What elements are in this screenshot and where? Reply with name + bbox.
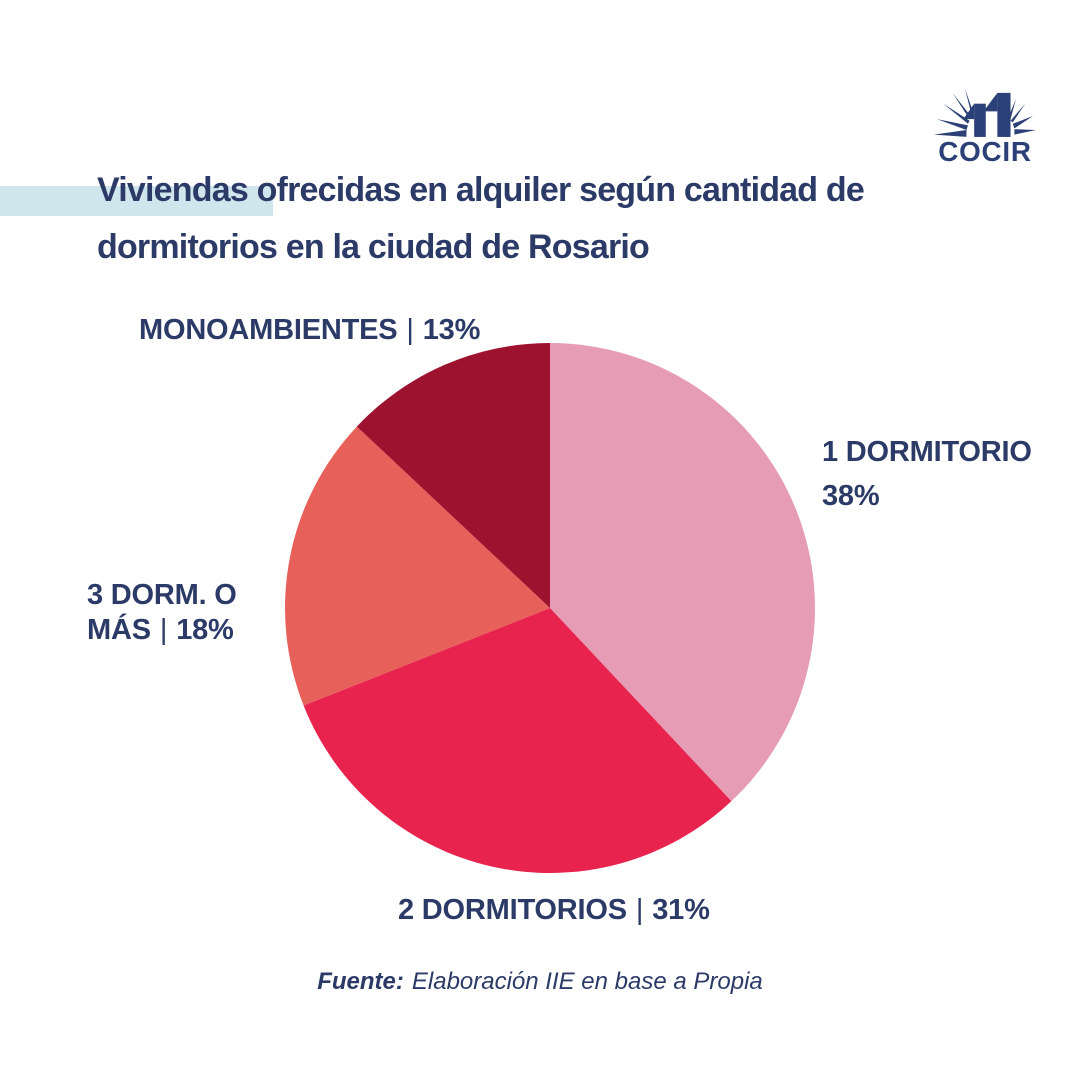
logo-wordmark: COCIR [938,136,1032,164]
pie-chart-container [285,343,815,873]
pie-chart [285,343,815,873]
label-1-dormitorio: 1 DORMITORIO 38% [822,430,1032,518]
title-highlight-bar [0,186,273,216]
label-1-dormitorio-pct: 38% [822,480,880,512]
pie-slice-3-dorm-o-mas [285,426,550,706]
label-2-dormitorios: 2 DORMITORIOS | 31% [398,894,710,927]
cocir-logo: COCIR [915,48,1055,164]
page-title: Viviendas ofrecidas en alquiler según ca… [97,162,967,276]
label-monoambientes-name: MONOAMBIENTES [139,314,398,346]
label-monoambientes-pct: 13% [422,314,481,346]
label-3-dorm-o-mas: 3 DORM. O MÁS | 18% [87,578,237,648]
logo-tower-right [997,92,1011,137]
label-separator: | [635,894,644,926]
pie-slice-1-dormitorio [550,343,815,802]
label-3-dorm-o-mas-name2: MÁS [87,614,151,646]
source-note: Fuente: Elaboración IIE en base a Propia [0,968,1080,996]
label-3-dorm-o-mas-line2: MÁS | 18% [87,613,237,648]
pie-slice-2-dormitorios [303,608,732,873]
page-title-line-1: Viviendas ofrecidas en alquiler según ca… [97,171,865,209]
label-2-dormitorios-name: 2 DORMITORIOS [398,894,627,926]
page-title-line-2: dormitorios en la ciudad de Rosario [97,228,650,266]
label-3-dorm-o-mas-line1: 3 DORM. O [87,579,237,611]
label-1-dormitorio-name: 1 DORMITORIO [822,436,1032,468]
source-prefix: Fuente: [317,968,404,995]
cocir-logo-icon: COCIR [933,88,1037,164]
label-separator: | [159,614,168,646]
label-monoambientes: MONOAMBIENTES | 13% [139,314,480,347]
pie-slice-monoambientes [356,343,550,608]
source-text: Elaboración IIE en base a Propia [411,968,763,995]
label-separator: | [406,314,414,346]
label-2-dormitorios-pct: 31% [652,894,710,926]
logo-tower-left [974,103,986,137]
label-3-dorm-o-mas-pct: 18% [176,614,234,646]
